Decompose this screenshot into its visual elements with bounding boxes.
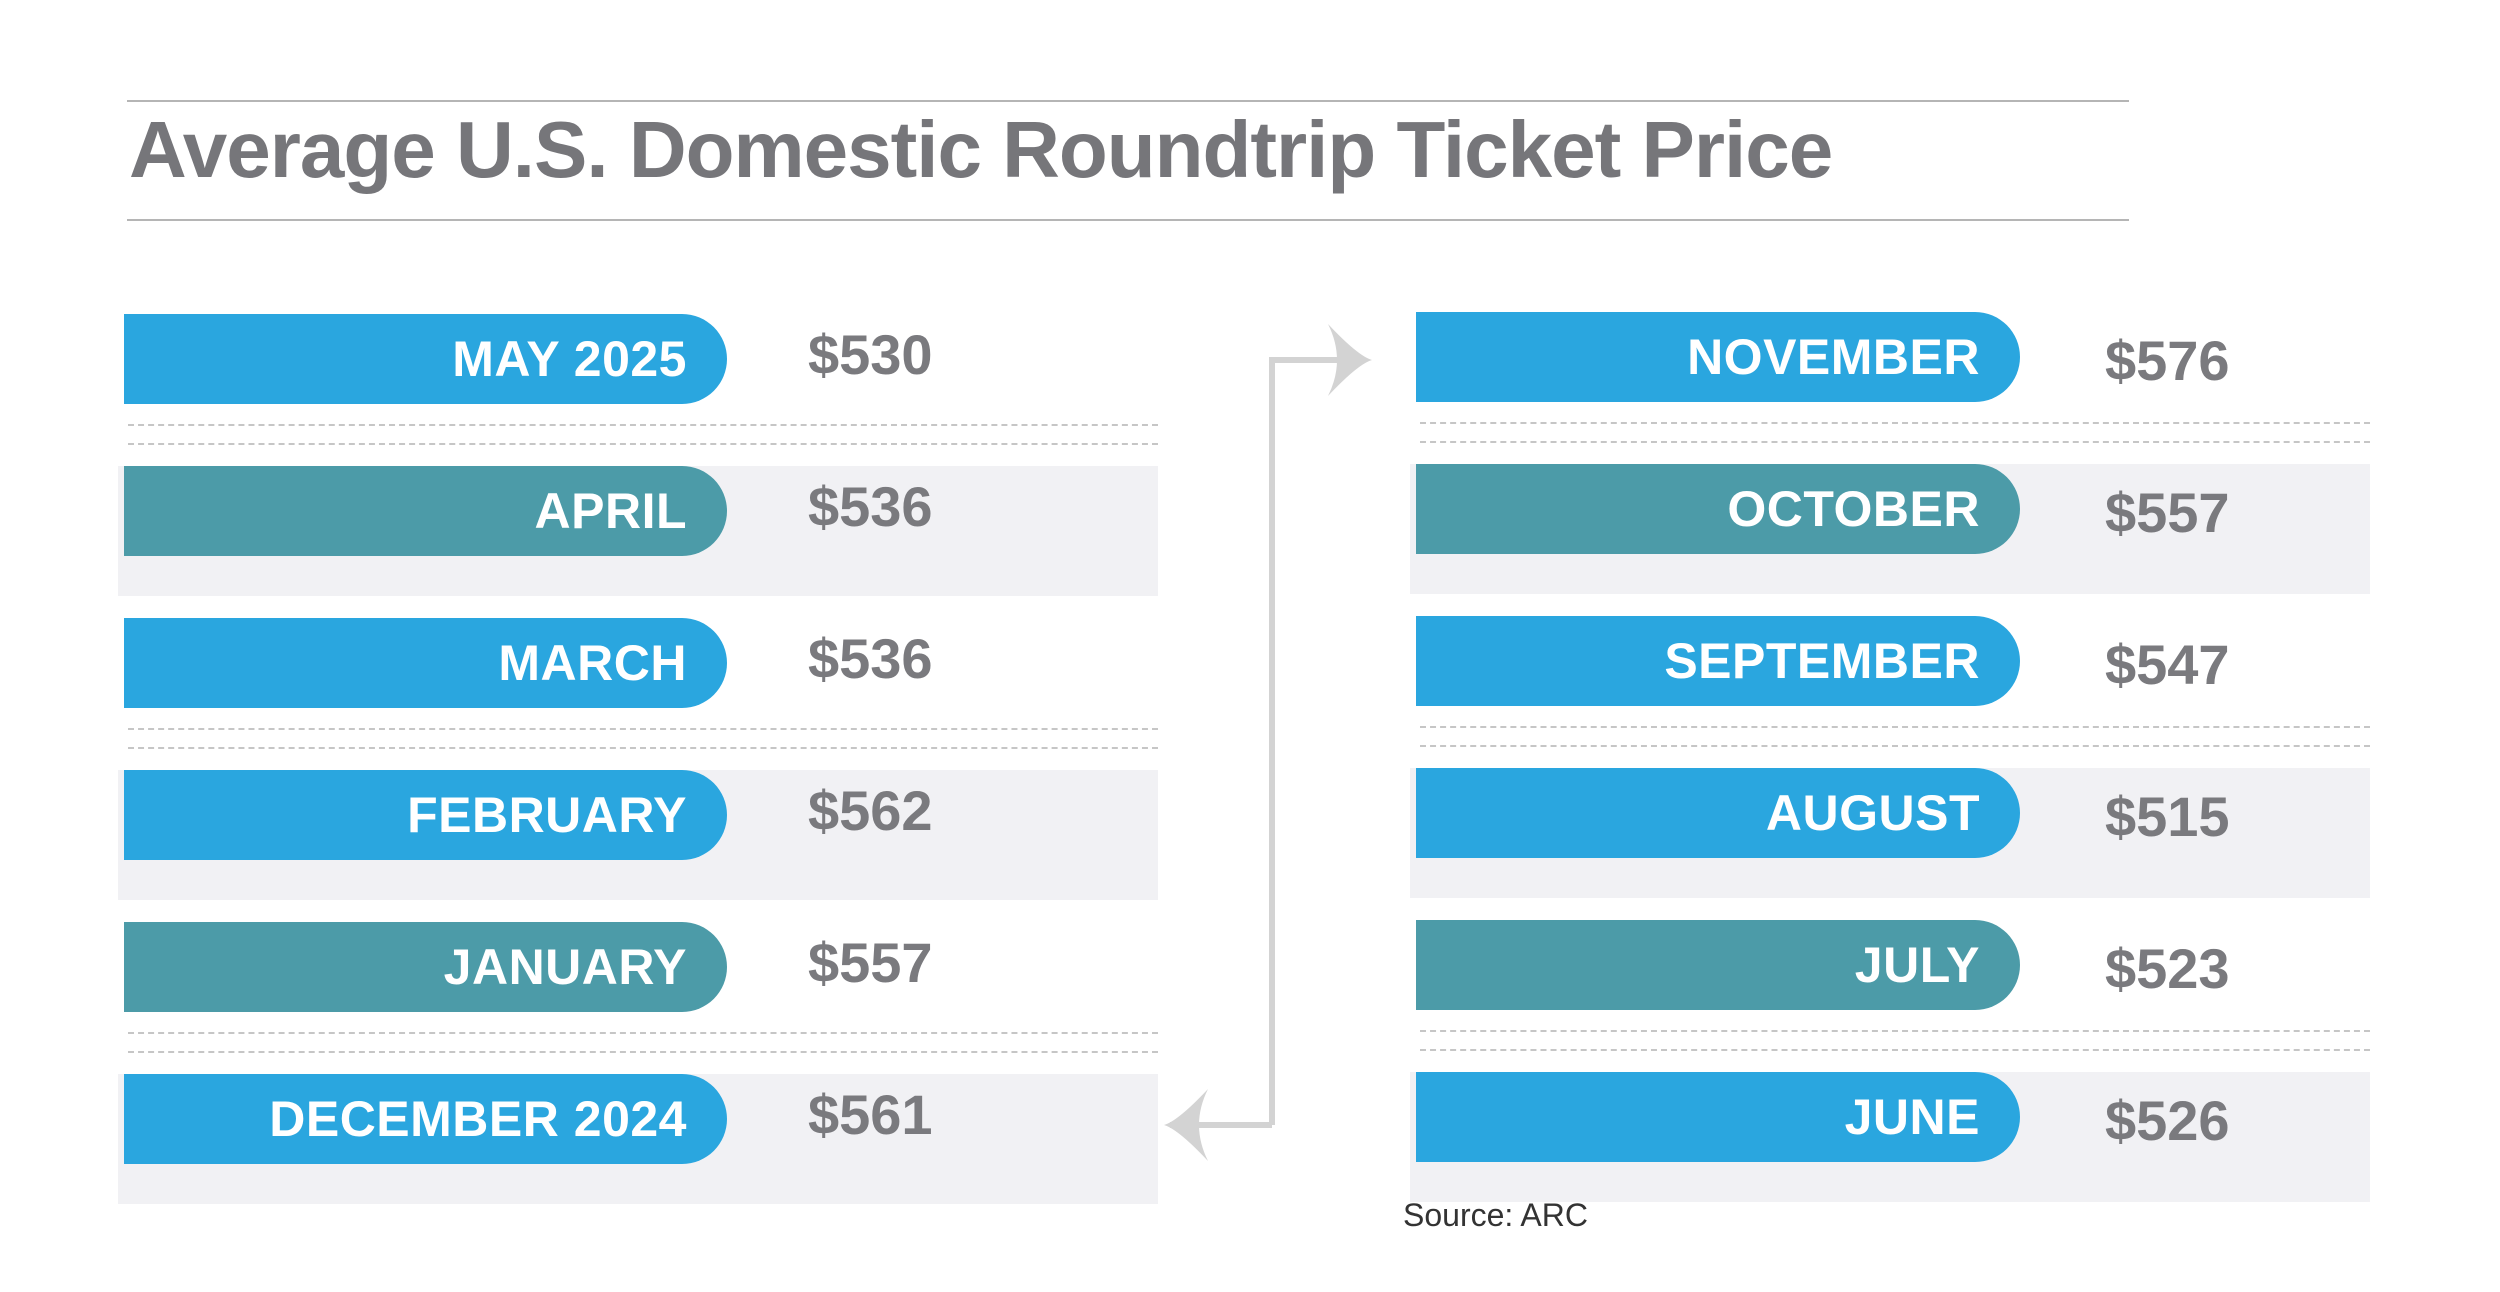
price-value: $530 bbox=[808, 323, 933, 386]
table-row: AUGUST $515 bbox=[1410, 745, 2370, 906]
month-label-bar: APRIL bbox=[124, 466, 727, 556]
price-value: $576 bbox=[2105, 329, 2230, 392]
month-label-bar: FEBRUARY bbox=[124, 770, 727, 860]
table-row: APRIL $536 bbox=[118, 443, 1158, 604]
month-label-bar: OCTOBER bbox=[1416, 464, 2020, 554]
left-column: MAY 2025 $530 APRIL $536 MARCH $536 FEBRUARY $5… bbox=[118, 300, 1158, 1212]
table-row: JULY $523 bbox=[1410, 906, 2370, 1058]
price-value: $536 bbox=[808, 475, 933, 538]
price-value: $515 bbox=[2105, 785, 2230, 848]
row-divider bbox=[128, 424, 1158, 426]
row-divider bbox=[128, 728, 1158, 730]
month-label-bar: JUNE bbox=[1416, 1072, 2020, 1162]
connector-line bbox=[1269, 357, 1365, 1125]
month-label-bar: SEPTEMBER bbox=[1416, 616, 2020, 706]
chart-title: Average U.S. Domestic Roundtrip Ticket P… bbox=[129, 105, 1833, 194]
table-row: MAY 2025 $530 bbox=[118, 300, 1158, 452]
row-divider bbox=[128, 747, 1158, 749]
price-value: $562 bbox=[808, 779, 933, 842]
month-label-bar: JULY bbox=[1416, 920, 2020, 1010]
table-row: NOVEMBER $576 bbox=[1410, 298, 2370, 450]
price-value: $536 bbox=[808, 627, 933, 690]
price-value: $523 bbox=[2105, 937, 2230, 1000]
price-value: $557 bbox=[2105, 481, 2230, 544]
month-label-bar: MAY 2025 bbox=[124, 314, 727, 404]
table-row: SEPTEMBER $547 bbox=[1410, 602, 2370, 754]
row-divider bbox=[1420, 422, 2370, 424]
row-divider bbox=[1420, 726, 2370, 728]
row-divider bbox=[128, 1032, 1158, 1034]
table-row: OCTOBER $557 bbox=[1410, 441, 2370, 602]
row-divider bbox=[1420, 1049, 2370, 1051]
price-value: $557 bbox=[808, 931, 933, 994]
source-note: Source: ARC bbox=[1403, 1197, 1588, 1233]
table-row: DECEMBER 2024 $561 bbox=[118, 1051, 1158, 1212]
arrowhead-right-icon bbox=[1328, 324, 1372, 396]
table-row: FEBRUARY $562 bbox=[118, 747, 1158, 908]
row-divider bbox=[1420, 1030, 2370, 1032]
month-label-bar: JANUARY bbox=[124, 922, 727, 1012]
month-label-bar: NOVEMBER bbox=[1416, 312, 2020, 402]
row-divider bbox=[128, 443, 1158, 445]
table-row: MARCH $536 bbox=[118, 604, 1158, 756]
price-value: $526 bbox=[2105, 1089, 2230, 1152]
month-label-bar: MARCH bbox=[124, 618, 727, 708]
price-value: $561 bbox=[808, 1083, 933, 1146]
price-value: $547 bbox=[2105, 633, 2230, 696]
month-label-bar: AUGUST bbox=[1416, 768, 2020, 858]
connector-arrow bbox=[1164, 324, 1372, 1161]
right-column: NOVEMBER $576 OCTOBER $557 SEPTEMBER $547 AUGU… bbox=[1410, 298, 2370, 1210]
table-row: JUNE $526 bbox=[1410, 1049, 2370, 1210]
row-divider bbox=[1420, 441, 2370, 443]
title-rule-bottom bbox=[127, 219, 2129, 221]
arrowhead-left-icon bbox=[1164, 1089, 1208, 1161]
row-divider bbox=[128, 1051, 1158, 1053]
month-label-bar: DECEMBER 2024 bbox=[124, 1074, 727, 1164]
table-row: JANUARY $557 bbox=[118, 908, 1158, 1060]
title-rule-top bbox=[127, 100, 2129, 102]
row-divider bbox=[1420, 745, 2370, 747]
